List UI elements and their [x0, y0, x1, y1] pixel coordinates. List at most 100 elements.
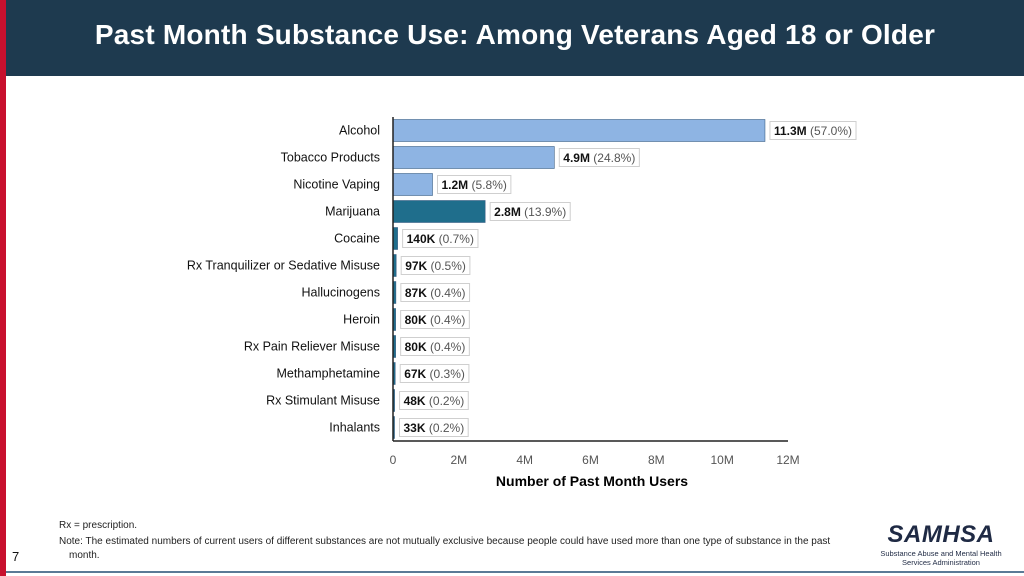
- value-label: 97K: [405, 259, 427, 273]
- data-label-text: 2.8M (13.9%): [494, 205, 566, 219]
- bar: [392, 146, 555, 169]
- category-label: Nicotine Vaping: [293, 178, 380, 192]
- data-label: 1.2M (5.8%): [437, 175, 512, 194]
- category-label: Cocaine: [334, 232, 380, 246]
- page-title: Past Month Substance Use: Among Veterans…: [94, 19, 936, 50]
- bar: [392, 200, 486, 223]
- data-label-text: 67K (0.3%): [404, 367, 465, 381]
- note-main: Note: The estimated numbers of current u…: [59, 536, 831, 561]
- data-labels: 11.3M (57.0%) 4.9M (24.8%) 1.2M (5.8%) 2.8M…: [399, 121, 857, 437]
- data-label: 33K (0.2%): [399, 418, 469, 437]
- logo-text: SAMHSA: [887, 521, 995, 548]
- category-label: Heroin: [343, 313, 380, 327]
- category-label: Marijuana: [325, 205, 380, 219]
- percent-label: (0.2%): [426, 421, 465, 435]
- category-label: Alcohol: [339, 124, 380, 138]
- page-number: 7: [12, 549, 20, 564]
- value-label: 4.9M: [563, 151, 590, 165]
- data-label-box: [769, 121, 857, 140]
- data-label-box: [400, 310, 470, 329]
- data-label-box: [489, 202, 571, 221]
- value-label: 140K: [407, 232, 436, 246]
- x-tick-label: 8M: [648, 453, 665, 467]
- percent-label: (0.7%): [435, 232, 474, 246]
- category-label: Tobacco Products: [281, 151, 380, 165]
- percent-label: (0.4%): [427, 313, 466, 327]
- percent-label: (0.3%): [426, 367, 465, 381]
- bars: [392, 119, 766, 439]
- x-tick-label: 2M: [450, 453, 467, 467]
- footnotes: Rx = prescription. Note: The estimated n…: [59, 519, 859, 565]
- category-label: Rx Pain Reliever Misuse: [244, 340, 380, 354]
- value-label: 80K: [405, 313, 427, 327]
- percent-label: (0.5%): [427, 259, 466, 273]
- x-tick-label: 0: [390, 453, 397, 467]
- value-label: 48K: [404, 394, 426, 408]
- value-label: 87K: [405, 286, 427, 300]
- bottom-rule: [6, 571, 1024, 573]
- x-axis-title: Number of Past Month Users: [496, 473, 688, 489]
- slide-header: Past Month Substance Use: Among Veterans…: [6, 0, 1024, 76]
- samhsa-logo: SAMHSA Substance Abuse and Mental Health…: [878, 521, 1004, 568]
- x-tick-label: 10M: [710, 453, 733, 467]
- data-label-box: [399, 364, 470, 383]
- value-label: 2.8M: [494, 205, 521, 219]
- data-label: 2.8M (13.9%): [489, 202, 571, 221]
- data-label: 11.3M (57.0%): [769, 121, 857, 140]
- category-label: Methamphetamine: [276, 367, 380, 381]
- data-label: 140K (0.7%): [402, 229, 479, 248]
- data-label-box: [400, 337, 470, 356]
- data-label-text: 80K (0.4%): [405, 340, 466, 354]
- x-axis-ticks: 0 2M 4M 6M 8M 10M 12M: [390, 453, 800, 467]
- percent-label: (13.9%): [521, 205, 566, 219]
- percent-label: (24.8%): [590, 151, 635, 165]
- data-label-box: [558, 148, 640, 167]
- percent-label: (0.4%): [427, 340, 466, 354]
- data-label-box: [400, 256, 471, 275]
- category-label: Hallucinogens: [301, 286, 380, 300]
- data-label: 48K (0.2%): [399, 391, 469, 410]
- category-label: Rx Tranquilizer or Sedative Misuse: [187, 259, 380, 273]
- bar: [392, 173, 433, 196]
- value-label: 80K: [405, 340, 427, 354]
- data-label-text: 1.2M (5.8%): [442, 178, 507, 192]
- data-label: 97K (0.5%): [400, 256, 471, 275]
- data-label-text: 11.3M (57.0%): [774, 124, 852, 138]
- data-label-text: 4.9M (24.8%): [563, 151, 635, 165]
- data-label-box: [399, 418, 469, 437]
- category-label: Rx Stimulant Misuse: [266, 394, 380, 408]
- data-label: 4.9M (24.8%): [558, 148, 640, 167]
- percent-label: (57.0%): [807, 124, 852, 138]
- data-label-text: 87K (0.4%): [405, 286, 466, 300]
- data-label-text: 97K (0.5%): [405, 259, 466, 273]
- data-label-box: [400, 283, 471, 302]
- percent-label: (0.4%): [427, 286, 466, 300]
- data-label: 80K (0.4%): [400, 310, 470, 329]
- percent-label: (0.2%): [426, 394, 465, 408]
- value-label: 33K: [404, 421, 426, 435]
- x-tick-label: 4M: [516, 453, 533, 467]
- left-accent-stripe: [0, 0, 6, 576]
- data-label: 80K (0.4%): [400, 337, 470, 356]
- data-label-text: 80K (0.4%): [405, 313, 466, 327]
- note-rx: Rx = prescription.: [59, 520, 138, 531]
- logo-subtitle: Substance Abuse and Mental Health Servic…: [880, 549, 1002, 567]
- value-label: 1.2M: [442, 178, 469, 192]
- data-label-text: 140K (0.7%): [407, 232, 474, 246]
- data-label-text: 48K (0.2%): [404, 394, 465, 408]
- percent-label: (5.8%): [468, 178, 507, 192]
- value-label: 67K: [404, 367, 426, 381]
- data-label-box: [399, 391, 469, 410]
- data-label-box: [402, 229, 479, 248]
- data-label-text: 33K (0.2%): [404, 421, 465, 435]
- category-label: Inhalants: [329, 421, 380, 435]
- data-label: 87K (0.4%): [400, 283, 471, 302]
- value-label: 11.3M: [774, 124, 807, 138]
- x-tick-label: 12M: [776, 453, 799, 467]
- data-label-box: [437, 175, 512, 194]
- data-label: 67K (0.3%): [399, 364, 470, 383]
- bar: [392, 119, 766, 142]
- category-labels: Alcohol Tobacco Products Nicotine Vaping Ma…: [187, 124, 380, 435]
- x-tick-label: 6M: [582, 453, 599, 467]
